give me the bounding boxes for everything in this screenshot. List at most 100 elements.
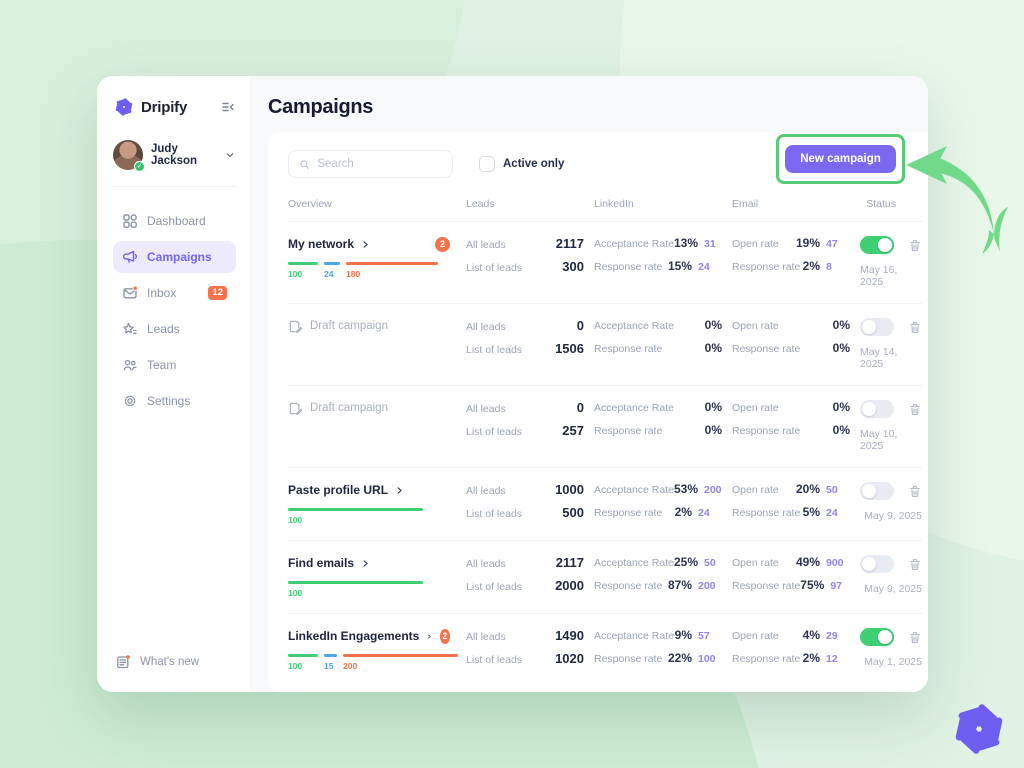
campaigns-table-body: My network 2 100 24 180 All leads 2117 Lis… (288, 222, 922, 686)
acceptance-rate-value: 13% (673, 236, 698, 250)
linkedin-cell: Acceptance Rate 9% 57 Response rate 22% … (594, 628, 722, 667)
open-rate-label: Open rate (732, 320, 779, 332)
megaphone-icon (122, 250, 137, 263)
status-cell: May 14, 2025 (860, 318, 922, 370)
sidebar-item-settings[interactable]: Settings (113, 385, 236, 417)
search-box[interactable] (288, 150, 453, 178)
campaign-active-toggle[interactable] (860, 482, 894, 500)
campaign-name[interactable]: Draft campaign (310, 320, 388, 332)
list-of-leads-label: List of leads (466, 344, 523, 356)
sidebar-item-leads[interactable]: Leads (113, 313, 236, 345)
list-of-leads-value: 2000 (555, 578, 584, 593)
acceptance-rate-count: 31 (704, 238, 716, 250)
leads-cell: All leads 0 List of leads 257 (466, 400, 584, 439)
open-rate-value: 0% (832, 400, 850, 414)
whats-new-button[interactable]: What's new (113, 648, 236, 676)
user-menu[interactable]: ✓ Judy Jackson (113, 140, 236, 172)
draft-icon (289, 320, 303, 333)
draft-icon (289, 402, 303, 415)
trash-icon[interactable] (908, 557, 922, 572)
whats-new-label: What's new (140, 656, 200, 668)
linkedin-response-rate-count: 24 (698, 507, 710, 519)
trash-icon[interactable] (908, 630, 922, 645)
active-only-filter[interactable]: Active only (479, 156, 564, 172)
email-response-rate-value: 2% (802, 651, 820, 665)
sidebar-item-team[interactable]: Team (113, 349, 236, 381)
campaigns-card: Active only Overview Leads LinkedIn Emai… (268, 132, 928, 692)
trash-icon[interactable] (908, 320, 922, 335)
active-only-checkbox[interactable] (479, 156, 495, 172)
acceptance-rate-value: 9% (674, 628, 692, 642)
user-name: Judy Jackson (151, 143, 198, 167)
campaign-name[interactable]: Draft campaign (310, 402, 388, 414)
open-rate-value: 49% (795, 555, 820, 569)
trash-icon[interactable] (908, 402, 922, 417)
tutorial-highlight-box: New campaign (776, 134, 905, 184)
email-response-rate-count: 8 (826, 261, 832, 273)
progress-bar-segment: 24 (324, 262, 340, 279)
linkedin-cell: Acceptance Rate 0% Response rate 0% (594, 318, 722, 357)
campaign-date: May 1, 2025 (864, 656, 922, 668)
list-of-leads-label: List of leads (466, 262, 523, 274)
linkedin-response-rate-label: Response rate (594, 653, 663, 665)
leads-cell: All leads 0 List of leads 1506 (466, 318, 584, 357)
email-response-rate-label: Response rate (732, 580, 801, 592)
chevron-right-icon (363, 240, 368, 248)
email-cell: Open rate 4% 29 Response rate 2% 12 (732, 628, 850, 667)
email-response-rate-value: 2% (802, 259, 820, 273)
all-leads-label: All leads (466, 485, 506, 497)
all-leads-value: 0 (576, 400, 584, 415)
dashboard-grid-icon (123, 214, 137, 228)
avatar: ✓ (113, 140, 145, 172)
linkedin-response-rate-count: 24 (698, 261, 710, 273)
acceptance-rate-label: Acceptance Rate (594, 320, 674, 332)
all-leads-label: All leads (466, 558, 506, 570)
campaign-active-toggle[interactable] (860, 628, 894, 646)
email-cell: Open rate 20% 50 Response rate 5% 24 (732, 482, 850, 521)
sidebar-item-inbox[interactable]: Inbox 12 (113, 277, 236, 309)
sidebar-item-dashboard[interactable]: Dashboard (113, 205, 236, 237)
acceptance-rate-count: 57 (698, 630, 710, 642)
active-only-label: Active only (503, 158, 565, 170)
linkedin-cell: Acceptance Rate 13% 31 Response rate 15%… (594, 236, 722, 275)
sidebar-menu: Dashboard Campaigns (113, 205, 236, 417)
search-input[interactable] (317, 158, 442, 170)
linkedin-response-rate-label: Response rate (594, 425, 663, 437)
campaign-progress-bars: 100 (288, 508, 456, 525)
linkedin-response-rate-value: 22% (667, 651, 692, 665)
acceptance-rate-label: Acceptance Rate (594, 402, 674, 414)
campaign-active-toggle[interactable] (860, 555, 894, 573)
new-campaign-button[interactable]: New campaign (785, 145, 896, 173)
sidebar-item-label: Dashboard (147, 214, 206, 228)
trash-icon[interactable] (908, 238, 922, 253)
campaign-name[interactable]: Find emails (288, 556, 355, 570)
sidebar-collapse-icon[interactable] (220, 99, 236, 115)
trash-icon[interactable] (908, 484, 922, 499)
progress-bar-segment: 100 (288, 508, 423, 525)
open-rate-count: 47 (826, 238, 838, 250)
campaign-row: LinkedIn Engagements 2 100 15 200 All lead… (288, 614, 922, 686)
campaign-name[interactable]: LinkedIn Engagements (288, 629, 420, 643)
campaign-name[interactable]: Paste profile URL (288, 483, 389, 497)
campaign-name[interactable]: My network (288, 237, 355, 251)
linkedin-response-rate-count: 100 (698, 653, 716, 665)
campaign-active-toggle[interactable] (860, 318, 894, 336)
linkedin-response-rate-value: 0% (704, 341, 722, 355)
status-cell: May 16, 2025 (860, 236, 922, 288)
gear-icon (124, 395, 136, 407)
chevron-right-icon (428, 633, 432, 639)
list-of-leads-label: List of leads (466, 654, 523, 666)
dripify-logo-icon (115, 98, 133, 116)
sidebar-item-campaigns[interactable]: Campaigns (113, 241, 236, 273)
campaign-active-toggle[interactable] (860, 400, 894, 418)
email-response-rate-value: 5% (802, 505, 820, 519)
email-response-rate-label: Response rate (732, 343, 801, 355)
open-rate-count: 900 (826, 557, 844, 569)
progress-bar-segment: 100 (288, 654, 318, 671)
envelope-icon (123, 285, 138, 299)
campaign-active-toggle[interactable] (860, 236, 894, 254)
acceptance-rate-count: 50 (704, 557, 716, 569)
leads-cell: All leads 2117 List of leads 300 (466, 236, 584, 275)
all-leads-value: 1490 (555, 628, 584, 643)
open-rate-label: Open rate (732, 402, 779, 414)
